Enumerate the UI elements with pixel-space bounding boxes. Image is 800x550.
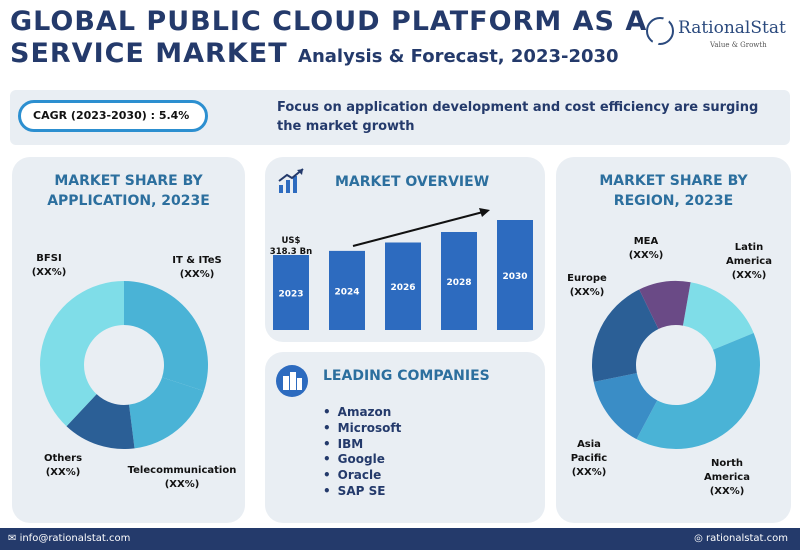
donut-slice-asia-pacific bbox=[593, 373, 658, 440]
label-it-ites-value: (XX%) bbox=[179, 269, 215, 280]
bar-2028 bbox=[441, 231, 477, 330]
overview-value: 318.3 Bn bbox=[269, 247, 313, 257]
main-title-line1: GLOBAL PUBLIC CLOUD PLATFORM AS A bbox=[10, 6, 648, 37]
label-europe-value: (XX%) bbox=[569, 287, 605, 298]
bar-2030 bbox=[497, 220, 533, 330]
application-title: MARKET SHARE BY APPLICATION, 2023E bbox=[12, 171, 245, 211]
label-mea: MEA (XX%) bbox=[624, 235, 668, 263]
company-logo: RationalStat Value & Growth bbox=[646, 14, 786, 54]
trend-arrow-line bbox=[352, 211, 484, 247]
label-others-name: Others bbox=[43, 453, 83, 464]
overview-currency: US$ bbox=[281, 236, 301, 246]
region-share-panel: MARKET SHARE BY REGION, 2023E MEA (XX%) … bbox=[556, 157, 791, 523]
label-asia-pacific: Asia Pacific (XX%) bbox=[564, 438, 614, 480]
region-donut-chart bbox=[592, 281, 760, 449]
application-title-line1: MARKET SHARE BY bbox=[54, 173, 203, 189]
trend-arrow-head-icon bbox=[479, 208, 490, 217]
footer-bar: ✉ info@rationalstat.com ◎ rationalstat.c… bbox=[0, 528, 800, 550]
label-mea-value: (XX%) bbox=[628, 250, 664, 261]
label-latam-value: (XX%) bbox=[731, 270, 767, 281]
buildings-icon bbox=[276, 365, 308, 397]
application-donut-chart bbox=[40, 281, 208, 449]
label-bfsi: BFSI (XX%) bbox=[30, 252, 68, 280]
label-apac-value: (XX%) bbox=[571, 467, 607, 478]
bar-label-2023: 2023 bbox=[278, 290, 303, 300]
cagr-badge: CAGR (2023-2030) : 5.4% bbox=[18, 100, 208, 132]
company-item: Amazon bbox=[323, 405, 401, 421]
footer-website-text[interactable]: rationalstat.com bbox=[705, 533, 788, 544]
company-item: Oracle bbox=[323, 468, 401, 484]
label-it-ites-name: IT & ITeS bbox=[172, 255, 222, 266]
company-item: SAP SE bbox=[323, 484, 401, 500]
main-title-text: SERVICE MARKET bbox=[10, 38, 288, 69]
label-na-name: North America bbox=[704, 458, 750, 483]
overview-title: MARKET OVERVIEW bbox=[335, 174, 490, 190]
bar-label-2024: 2024 bbox=[334, 287, 359, 297]
main-subtitle: Analysis & Forecast, 2023-2030 bbox=[298, 46, 619, 67]
footer-email[interactable]: ✉ info@rationalstat.com bbox=[8, 533, 131, 544]
label-latam-name: Latin America bbox=[726, 242, 772, 267]
leading-companies-panel: LEADING COMPANIES Amazon Microsoft IBM G… bbox=[265, 352, 545, 523]
label-north-america: North America (XX%) bbox=[694, 457, 760, 499]
label-telecom-value: (XX%) bbox=[164, 479, 200, 490]
focus-text: Focus on application development and cos… bbox=[277, 100, 759, 134]
bar-2023 bbox=[273, 255, 309, 330]
donut-slice-north-america bbox=[636, 332, 760, 449]
donut-slice-mea bbox=[639, 281, 691, 330]
label-telecom-name: Telecommunication bbox=[127, 465, 237, 476]
label-bfsi-name: BFSI bbox=[36, 253, 62, 264]
logo-mark-icon bbox=[646, 17, 674, 45]
donut-slice-telecommunication bbox=[129, 377, 204, 449]
label-others: Others (XX%) bbox=[40, 452, 86, 480]
companies-title: LEADING COMPANIES bbox=[323, 368, 490, 384]
growth-chart-icon bbox=[278, 168, 304, 193]
label-latin-america: Latin America (XX%) bbox=[722, 241, 776, 283]
main-title-line2: SERVICE MARKET Analysis & Forecast, 2023… bbox=[10, 38, 619, 69]
donut-slice-europe bbox=[592, 289, 659, 382]
label-na-value: (XX%) bbox=[709, 486, 745, 497]
application-title-line2: APPLICATION, 2023E bbox=[47, 193, 210, 209]
donut-slice-it-ites bbox=[124, 281, 208, 391]
donut-slice-bfsi bbox=[40, 281, 125, 427]
bar-2024 bbox=[329, 250, 365, 330]
bar-label-2026: 2026 bbox=[390, 283, 415, 293]
label-others-value: (XX%) bbox=[45, 467, 81, 478]
companies-list: Amazon Microsoft IBM Google Oracle SAP S… bbox=[323, 405, 402, 500]
company-item: Google bbox=[323, 452, 401, 468]
donut-slice-others bbox=[66, 394, 135, 449]
bar-2026 bbox=[385, 242, 421, 330]
logo-tagline: Value & Growth bbox=[710, 41, 767, 49]
overview-value-label: US$ 318.3 Bn bbox=[269, 236, 313, 258]
label-mea-name: MEA bbox=[633, 236, 659, 247]
summary-banner: CAGR (2023-2030) : 5.4% Focus on applica… bbox=[10, 90, 790, 145]
label-it-ites: IT & ITeS (XX%) bbox=[162, 254, 232, 282]
logo-name: RationalStat bbox=[678, 18, 786, 38]
footer-email-text[interactable]: info@rationalstat.com bbox=[19, 533, 131, 544]
label-europe: Europe (XX%) bbox=[562, 272, 612, 300]
label-apac-name: Asia Pacific bbox=[570, 439, 608, 464]
region-title-line1: MARKET SHARE BY bbox=[599, 173, 748, 189]
bar-label-2030: 2030 bbox=[502, 272, 527, 282]
label-europe-name: Europe bbox=[567, 273, 607, 284]
region-title-line2: REGION, 2023E bbox=[613, 193, 734, 209]
donut-slice-latin-america bbox=[682, 282, 754, 350]
label-telecommunication: Telecommunication (XX%) bbox=[122, 464, 242, 492]
company-item: IBM bbox=[323, 437, 401, 453]
footer-website[interactable]: ◎ rationalstat.com bbox=[694, 533, 788, 544]
label-bfsi-value: (XX%) bbox=[31, 267, 67, 278]
bar-label-2028: 2028 bbox=[446, 278, 471, 288]
region-title: MARKET SHARE BY REGION, 2023E bbox=[556, 171, 791, 211]
market-overview-bar-chart: 2023 2024 2026 2028 2030 bbox=[273, 208, 533, 330]
company-item: Microsoft bbox=[323, 421, 402, 437]
